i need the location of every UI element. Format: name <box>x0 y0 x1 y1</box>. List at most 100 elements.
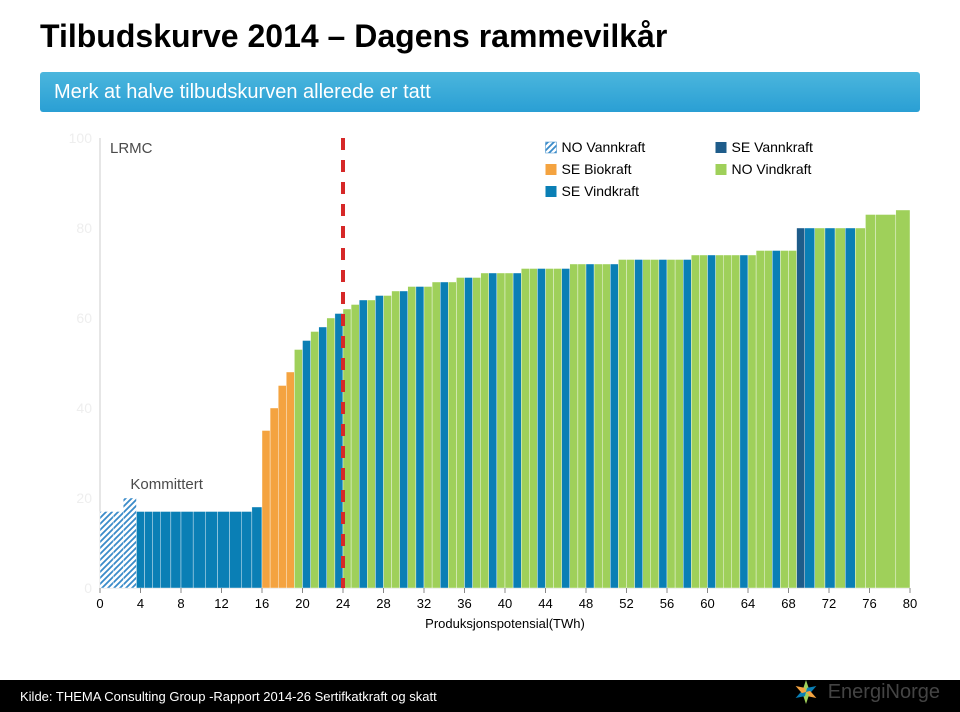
bar <box>602 264 610 588</box>
bar <box>667 260 675 589</box>
bar <box>161 512 171 589</box>
svg-text:60: 60 <box>700 596 714 611</box>
bar <box>651 260 659 589</box>
svg-text:0: 0 <box>84 580 92 596</box>
svg-text:76: 76 <box>862 596 876 611</box>
note-bar: Merk at halve tilbudskurven allerede er … <box>40 72 920 112</box>
svg-text:NO Vindkraft: NO Vindkraft <box>732 161 812 177</box>
bar <box>278 386 286 589</box>
svg-text:48: 48 <box>579 596 593 611</box>
bar <box>635 260 643 589</box>
bar <box>181 512 193 589</box>
bar <box>610 264 618 588</box>
bar <box>286 372 294 588</box>
bar <box>473 278 481 589</box>
svg-text:28: 28 <box>376 596 390 611</box>
svg-text:72: 72 <box>822 596 836 611</box>
bar <box>384 296 392 589</box>
bar <box>392 291 400 588</box>
bar <box>303 341 311 589</box>
bar <box>270 408 278 588</box>
bar <box>570 264 578 588</box>
svg-text:24: 24 <box>336 596 350 611</box>
svg-text:40: 40 <box>76 400 92 416</box>
bar <box>578 264 586 588</box>
logo: EnergiNorge <box>792 678 940 706</box>
bar <box>351 305 359 589</box>
bar <box>171 512 181 589</box>
chart-area: 0204060801000481216202428323640444852566… <box>40 128 920 648</box>
bar <box>748 255 756 588</box>
source-text: Kilde: THEMA Consulting Group -Rapport 2… <box>20 689 437 704</box>
bar <box>448 282 456 588</box>
bar <box>772 251 780 589</box>
bar <box>193 512 205 589</box>
bar <box>513 273 521 588</box>
bar <box>724 255 732 588</box>
bar <box>327 318 335 588</box>
svg-text:12: 12 <box>214 596 228 611</box>
bar <box>432 282 440 588</box>
bar <box>825 228 835 588</box>
bar <box>708 255 716 588</box>
slide: Tilbudskurve 2014 – Dagens rammevilkår M… <box>0 0 960 712</box>
bar <box>424 287 432 589</box>
bar <box>113 512 123 589</box>
bar <box>789 251 797 589</box>
bar <box>529 269 537 589</box>
bar <box>835 228 845 588</box>
bar <box>683 260 691 589</box>
bar <box>815 228 825 588</box>
svg-text:8: 8 <box>177 596 184 611</box>
bar <box>896 210 910 588</box>
svg-text:68: 68 <box>781 596 795 611</box>
bar <box>400 291 408 588</box>
bar <box>311 332 319 589</box>
bar <box>845 228 855 588</box>
svg-text:SE Biokraft: SE Biokraft <box>562 161 632 177</box>
svg-text:NO Vannkraft: NO Vannkraft <box>562 139 646 155</box>
bar <box>675 260 683 589</box>
bar <box>230 512 242 589</box>
slide-title: Tilbudskurve 2014 – Dagens rammevilkår <box>40 18 667 55</box>
bar <box>740 255 748 588</box>
bar <box>521 269 529 589</box>
bar <box>691 255 699 588</box>
bar <box>586 264 594 588</box>
bar <box>643 260 651 589</box>
svg-text:SE Vannkraft: SE Vannkraft <box>732 139 814 155</box>
svg-text:36: 36 <box>457 596 471 611</box>
svg-text:0: 0 <box>96 596 103 611</box>
bar <box>659 260 667 589</box>
chart-svg: 0204060801000481216202428323640444852566… <box>40 128 920 648</box>
bar <box>562 269 570 589</box>
svg-text:4: 4 <box>137 596 144 611</box>
svg-text:16: 16 <box>255 596 269 611</box>
bar <box>319 327 327 588</box>
svg-text:100: 100 <box>69 130 93 146</box>
bar <box>497 273 505 588</box>
bar <box>153 512 161 589</box>
bar <box>294 350 302 589</box>
svg-text:80: 80 <box>903 596 917 611</box>
bar <box>546 269 554 589</box>
bar <box>505 273 513 588</box>
svg-text:20: 20 <box>295 596 309 611</box>
svg-text:32: 32 <box>417 596 431 611</box>
bar <box>145 512 153 589</box>
bar <box>716 255 724 588</box>
bar <box>699 255 707 588</box>
bar <box>375 296 383 589</box>
bar <box>627 260 635 589</box>
bar <box>489 273 497 588</box>
bar <box>756 251 764 589</box>
bar <box>805 228 815 588</box>
x-axis-label: Produksjonspotensial(TWh) <box>425 616 585 631</box>
svg-text:40: 40 <box>498 596 512 611</box>
bar <box>865 215 875 589</box>
bar <box>876 215 896 589</box>
bar <box>732 255 740 588</box>
svg-text:52: 52 <box>619 596 633 611</box>
bar <box>481 273 489 588</box>
bar <box>359 300 367 588</box>
